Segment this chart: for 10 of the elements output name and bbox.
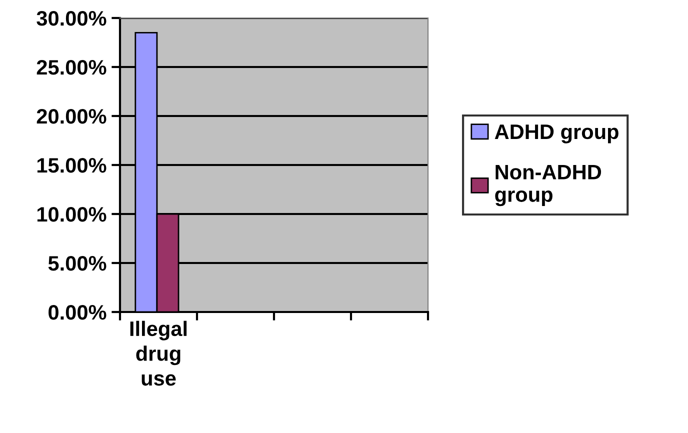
- y-tick-label: 5.00%: [48, 256, 106, 271]
- y-tick-label: 25.00%: [36, 60, 106, 75]
- y-tick-label: 20.00%: [36, 109, 106, 124]
- y-tick-label: 10.00%: [37, 207, 106, 222]
- x-tick-label: Illegal drug use: [130, 320, 187, 386]
- legend-label: ADHD group: [494, 124, 618, 144]
- y-tick-label: 15.00%: [37, 158, 106, 173]
- y-tick-label: 0.00%: [48, 305, 106, 320]
- y-tick-label: 30.00%: [36, 11, 106, 26]
- legend-label: Non-ADHD group: [495, 164, 602, 206]
